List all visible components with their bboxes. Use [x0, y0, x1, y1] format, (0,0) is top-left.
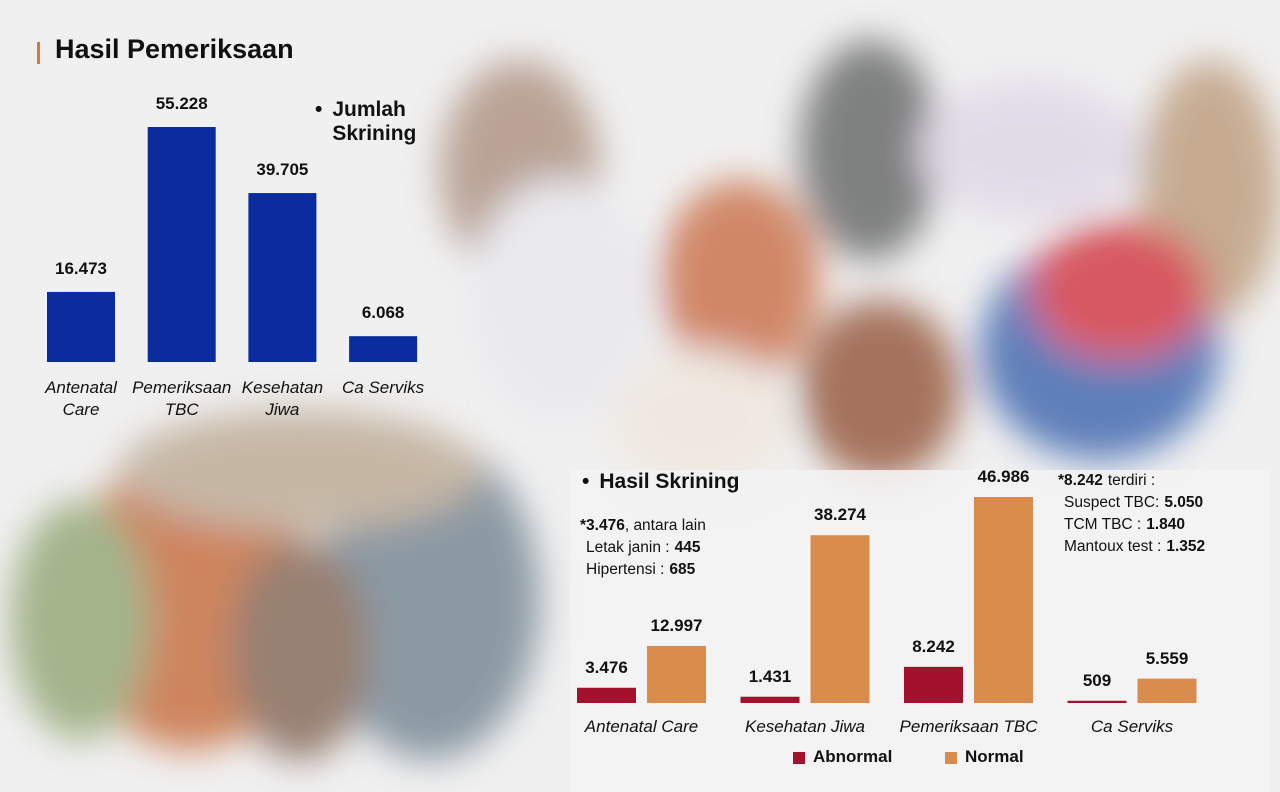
- annotation-item-label: Letak janin :: [586, 539, 670, 556]
- annotation-item-value: 1.352: [1166, 538, 1206, 555]
- bar: [740, 696, 800, 703]
- value-label: 55.228: [155, 94, 208, 113]
- annotation-text: terdiri :: [1107, 472, 1156, 489]
- title-accent: [37, 42, 40, 64]
- category-label: Ca Serviks: [342, 378, 425, 397]
- legend-swatch: [945, 752, 957, 764]
- annotation-text: , antara lain: [624, 517, 706, 534]
- bar: [904, 666, 963, 703]
- annotation-lead: *3.476: [580, 517, 625, 534]
- annotation-item-value: 1.840: [1146, 516, 1186, 533]
- value-label: 12.997: [650, 616, 703, 636]
- bar: [1067, 700, 1127, 703]
- bar: [1137, 678, 1197, 703]
- annotation: *3.476, antara lain Letak janin :445 Hiper…: [580, 515, 706, 581]
- annotation-line: Letak janin :445: [580, 537, 706, 559]
- annotation-line: Mantoux test :1.352: [1058, 536, 1205, 558]
- bullet: •: [582, 470, 590, 493]
- annotation-item-label: Hipertensi :: [586, 561, 665, 578]
- value-label: 1.431: [748, 666, 792, 686]
- category-label: Pemeriksaan TBC: [899, 717, 1038, 736]
- bar: [147, 127, 216, 362]
- annotation-line: TCM TBC :1.840: [1058, 514, 1205, 536]
- bar: [974, 497, 1033, 703]
- legend-label: Normal: [965, 747, 1024, 766]
- annotation-item-value: 685: [669, 561, 696, 578]
- category-label: Kesehatan Jiwa: [744, 717, 866, 736]
- value-label: 8.242: [912, 636, 955, 656]
- legend-swatch: [793, 752, 805, 764]
- category-label: Kesehatan Jiwa: [241, 378, 324, 419]
- annotation-item-value: 5.050: [1164, 494, 1204, 511]
- chart-title-wrap: • Hasil Skrining: [582, 470, 782, 494]
- value-label: 3.476: [585, 657, 628, 677]
- annotation-item-label: TCM TBC :: [1064, 516, 1142, 533]
- category-label: Ca Serviks: [1090, 717, 1174, 736]
- annotation: *8.242 terdiri : Suspect TBC: 5.050 TCM TBC …: [1058, 470, 1205, 558]
- annotation-line: Suspect TBC: 5.050: [1058, 492, 1205, 514]
- bar: [647, 646, 706, 703]
- panel: [570, 470, 1270, 792]
- photo-collage: [10, 40, 1280, 760]
- bar: [810, 535, 870, 703]
- value-label: 46.986: [977, 467, 1030, 486]
- annotation-line: *8.242 terdiri :: [1058, 470, 1205, 492]
- chart-title: Hasil Skrining: [599, 470, 740, 493]
- bar: [577, 687, 636, 703]
- annotation-line: Hipertensi :685: [580, 559, 706, 581]
- value-label: 5.559: [1145, 648, 1189, 668]
- annotation-lead: *8.242: [1058, 472, 1103, 489]
- bullet: •: [315, 98, 323, 121]
- chart-title-wrap: • Jumlah Skrining: [315, 98, 440, 146]
- annotation-line: *3.476, antara lain: [580, 515, 706, 537]
- legend-label: Abnormal: [813, 747, 893, 766]
- annotation-item-value: 445: [674, 539, 701, 556]
- bar: [47, 291, 115, 362]
- annotation-item-label: Suspect TBC:: [1064, 494, 1160, 511]
- value-label: 39.705: [256, 160, 309, 180]
- category-label: Antenatal Care: [45, 378, 117, 419]
- value-label: 38.274: [814, 505, 866, 525]
- page-title: Hasil Pemeriksaan: [55, 34, 294, 64]
- annotation-item-label: Mantoux test :: [1064, 538, 1162, 555]
- value-label: 16.473: [55, 258, 107, 278]
- value-label: 509: [1082, 670, 1112, 690]
- bar: [349, 336, 418, 362]
- category-label: Pemeriksaan TBC: [132, 378, 232, 419]
- chart-title: Jumlah Skrining: [332, 98, 417, 145]
- value-label: 6.068: [361, 303, 405, 323]
- category-label: Antenatal Care: [584, 717, 699, 736]
- bar: [248, 193, 317, 362]
